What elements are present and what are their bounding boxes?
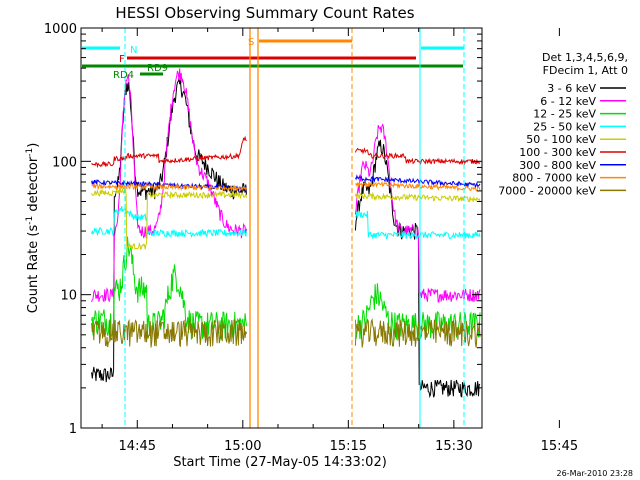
series-line xyxy=(354,318,481,348)
legend-label: 6 - 12 keV xyxy=(540,95,596,108)
flag-label: RD4 xyxy=(113,70,134,81)
series-line xyxy=(354,283,481,341)
series-line xyxy=(355,180,481,192)
y-tick-label: 1 xyxy=(69,422,77,437)
series-line xyxy=(91,68,247,303)
legend-header: FDecim 1, Att 0 xyxy=(543,64,628,77)
x-tick-label: 15:15 xyxy=(330,439,367,454)
y-axis-label-main: Count Rate (s xyxy=(26,225,41,314)
legend-label: 3 - 6 keV xyxy=(547,82,596,95)
series-line xyxy=(91,206,247,238)
x-tick-label: 14:45 xyxy=(119,439,156,454)
x-tick-label: 15:00 xyxy=(224,439,261,454)
legend-label: 12 - 25 keV xyxy=(533,108,596,121)
legend-label: 50 - 100 keV xyxy=(526,133,596,146)
series-line xyxy=(354,147,481,166)
flag-label: S xyxy=(248,37,254,48)
y-axis-label-mid: detector xyxy=(26,156,41,216)
flag-layer: NF S RD9 RD4 xyxy=(82,28,465,428)
series-line xyxy=(91,135,247,169)
legend-label: 300 - 800 keV xyxy=(519,159,596,172)
series-line xyxy=(354,123,481,303)
series-line xyxy=(354,174,481,190)
series-line xyxy=(91,187,247,251)
y-axis-label-end: ) xyxy=(26,143,41,148)
y-axis-label: Count Rate (s-1 detector-1) xyxy=(25,143,41,314)
legend: Det 1,3,4,5,6,9,FDecim 1, Att 0 3 - 6 keV… xyxy=(498,51,628,197)
series-line xyxy=(354,191,481,203)
x-tick-label: 15:45 xyxy=(541,439,578,454)
series-line xyxy=(91,317,247,348)
flag-label: N xyxy=(130,45,137,56)
legend-label: 800 - 7000 keV xyxy=(512,172,596,185)
series-line xyxy=(355,210,481,240)
y-tick-label: 10 xyxy=(60,289,77,304)
chart-title: HESSI Observing Summary Count Rates xyxy=(115,4,414,22)
timestamp: 26-Mar-2010 23:28 xyxy=(557,469,634,478)
x-tick-label: 15:30 xyxy=(435,439,472,454)
y-tick-label: 1000 xyxy=(44,22,77,37)
series-line xyxy=(354,139,481,399)
data-layer xyxy=(91,68,481,399)
y-tick-label: 100 xyxy=(52,155,77,170)
x-axis-label: Start Time (27-May-05 14:33:02) xyxy=(173,455,387,470)
plot-frame xyxy=(80,27,483,429)
legend-header: Det 1,3,4,5,6,9, xyxy=(542,51,628,64)
legend-label: 100 - 300 keV xyxy=(519,146,596,159)
legend-label: 25 - 50 keV xyxy=(533,120,596,133)
y-axis-label-sup2: -1 xyxy=(25,148,35,157)
flag-label: F xyxy=(119,54,125,65)
legend-label: 7000 - 20000 keV xyxy=(498,184,596,197)
y-axis-label-sup1: -1 xyxy=(25,216,35,225)
flag-label: RD9 xyxy=(147,63,168,74)
series-line xyxy=(91,182,247,193)
